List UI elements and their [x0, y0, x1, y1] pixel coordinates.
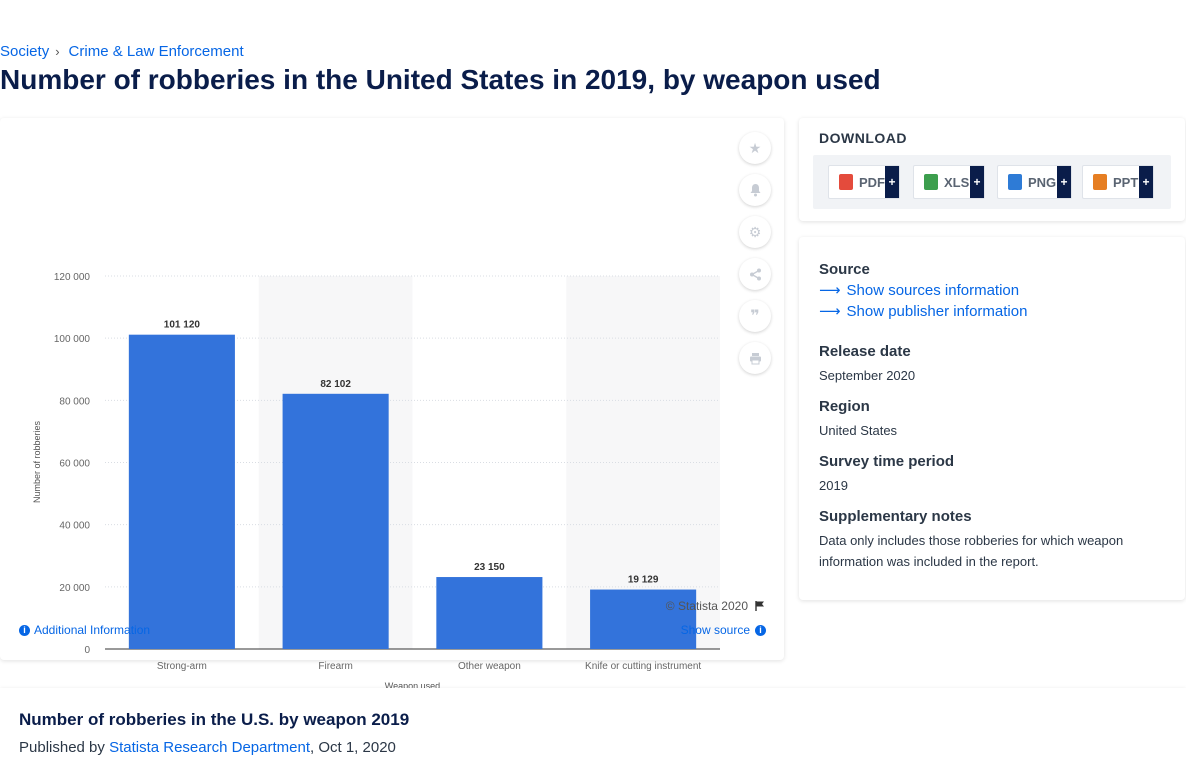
breadcrumb-item-society[interactable]: Society: [0, 43, 50, 60]
region-value: United States: [819, 423, 898, 438]
y-tick-label: 20 000: [59, 583, 90, 594]
arrow-right-icon: ⟶: [819, 303, 841, 320]
bar: [128, 334, 235, 649]
y-tick-label: 100 000: [54, 334, 91, 345]
download-png-button[interactable]: PNG +: [997, 165, 1072, 199]
show-publisher-label: Show publisher information: [846, 302, 1028, 320]
bell-icon: [750, 184, 760, 197]
plus-icon: +: [970, 166, 984, 198]
y-tick-label: 40 000: [59, 521, 90, 532]
quote-icon: ❞: [750, 308, 760, 325]
plus-icon: +: [1057, 166, 1071, 198]
download-card: DOWNLOAD PDF + XLS + PNG + PPT +: [799, 118, 1185, 221]
notification-button[interactable]: [739, 174, 771, 206]
bar-chart: 0 20 000 40 000 60 000 80 000 100 000 120 000 1…: [32, 272, 720, 691]
data-label: 19 129: [628, 575, 659, 586]
y-tick-label: 120 000: [54, 272, 91, 283]
x-tick-label: Other weapon: [458, 661, 521, 672]
source-section: Source ⟶ Show sources information ⟶ Show…: [819, 261, 1165, 320]
release-date-section: Release date September 2020: [819, 343, 1165, 386]
x-tick-label: Knife or cutting instrument: [585, 661, 701, 672]
print-button[interactable]: [739, 342, 771, 374]
x-tick-label: Firearm: [318, 661, 352, 672]
show-sources-link[interactable]: ⟶ Show sources information: [819, 281, 1165, 300]
y-tick-label: 60 000: [59, 459, 90, 470]
data-label: 101 120: [164, 320, 201, 331]
png-file-icon: [1008, 174, 1022, 190]
breadcrumb: Society › Crime & Law Enforcement: [0, 43, 244, 60]
chart-card: 0 20 000 40 000 60 000 80 000 100 000 120 000 1…: [0, 118, 784, 691]
download-pdf-button[interactable]: PDF +: [828, 165, 900, 199]
chart-toolbar: ★ ⚙ ❞: [739, 132, 771, 384]
y-axis-title: Number of robberies: [32, 420, 42, 503]
download-ppt-label: PPT: [1113, 174, 1139, 190]
show-sources-label: Show sources information: [846, 281, 1020, 299]
breadcrumb-separator: ›: [55, 44, 60, 59]
survey-period-value: 2019: [819, 478, 848, 493]
download-buttons: PDF + XLS + PNG + PPT +: [813, 155, 1171, 209]
download-ppt-button[interactable]: PPT +: [1082, 165, 1154, 199]
print-icon: [749, 352, 761, 364]
statistic-title: Number of robberies in the U.S. by weapo…: [19, 710, 410, 729]
share-icon: [749, 268, 761, 280]
copyright: © Statista 2020: [666, 599, 766, 613]
data-label: 23 150: [474, 562, 505, 573]
xls-file-icon: [924, 174, 938, 190]
release-date-heading: Release date: [819, 343, 911, 360]
y-tick-label: 0: [84, 645, 90, 656]
star-icon: ★: [748, 139, 762, 156]
arrow-right-icon: ⟶: [819, 282, 841, 299]
download-xls-button[interactable]: XLS +: [913, 165, 985, 199]
release-date-value: September 2020: [819, 368, 916, 383]
page-title: Number of robberies in the United States…: [0, 64, 881, 95]
region-section: Region United States: [819, 398, 1165, 441]
data-label: 82 102: [320, 379, 351, 390]
info-icon: i: [755, 624, 766, 636]
info-icon: i: [19, 624, 30, 636]
y-tick-label: 80 000: [59, 396, 90, 407]
ppt-file-icon: [1093, 174, 1107, 190]
favorite-button[interactable]: ★: [739, 132, 771, 164]
supplementary-notes-value: Data only includes those robberies for w…: [819, 533, 1124, 569]
x-axis-title: Weapon used: [385, 681, 440, 691]
download-png-label: PNG: [1028, 174, 1057, 190]
copyright-text: © Statista 2020: [665, 599, 748, 613]
supplementary-notes-heading: Supplementary notes: [819, 508, 972, 525]
supplementary-notes-section: Supplementary notes Data only includes t…: [819, 508, 1165, 572]
download-title: DOWNLOAD: [819, 130, 907, 146]
plus-icon: +: [1139, 166, 1153, 198]
survey-period-heading: Survey time period: [819, 453, 955, 470]
statistic-summary-card: Number of robberies in the U.S. by weapo…: [0, 688, 1186, 768]
show-publisher-link[interactable]: ⟶ Show publisher information: [819, 302, 1165, 321]
bar: [590, 589, 697, 649]
published-by-label: Published by: [19, 739, 110, 756]
bar: [436, 577, 543, 649]
show-source-link[interactable]: Show source i: [681, 623, 766, 637]
pdf-file-icon: [839, 174, 853, 190]
share-button[interactable]: [739, 258, 771, 290]
download-xls-label: XLS: [944, 174, 970, 190]
plus-icon: +: [885, 166, 899, 198]
publisher-link[interactable]: Statista Research Department: [109, 739, 310, 756]
x-tick-label: Strong-arm: [157, 661, 207, 672]
gear-icon: ⚙: [748, 223, 762, 240]
published-by-line: Published by Statista Research Departmen…: [19, 739, 396, 756]
source-heading: Source: [819, 261, 870, 278]
settings-button[interactable]: ⚙: [739, 216, 771, 248]
additional-info-link[interactable]: i Additional Information: [19, 623, 150, 637]
publish-date: , Oct 1, 2020: [310, 739, 396, 756]
bar: [282, 393, 389, 649]
download-pdf-label: PDF: [859, 174, 885, 190]
survey-period-section: Survey time period 2019: [819, 453, 1165, 496]
flag-icon[interactable]: [754, 600, 766, 612]
breadcrumb-item-crime[interactable]: Crime & Law Enforcement: [68, 43, 244, 60]
show-source-label: Show source: [680, 623, 750, 637]
region-heading: Region: [819, 398, 870, 415]
cite-button[interactable]: ❞: [739, 300, 771, 332]
additional-info-label: Additional Information: [34, 623, 151, 637]
source-card: Source ⟶ Show sources information ⟶ Show…: [799, 237, 1185, 600]
